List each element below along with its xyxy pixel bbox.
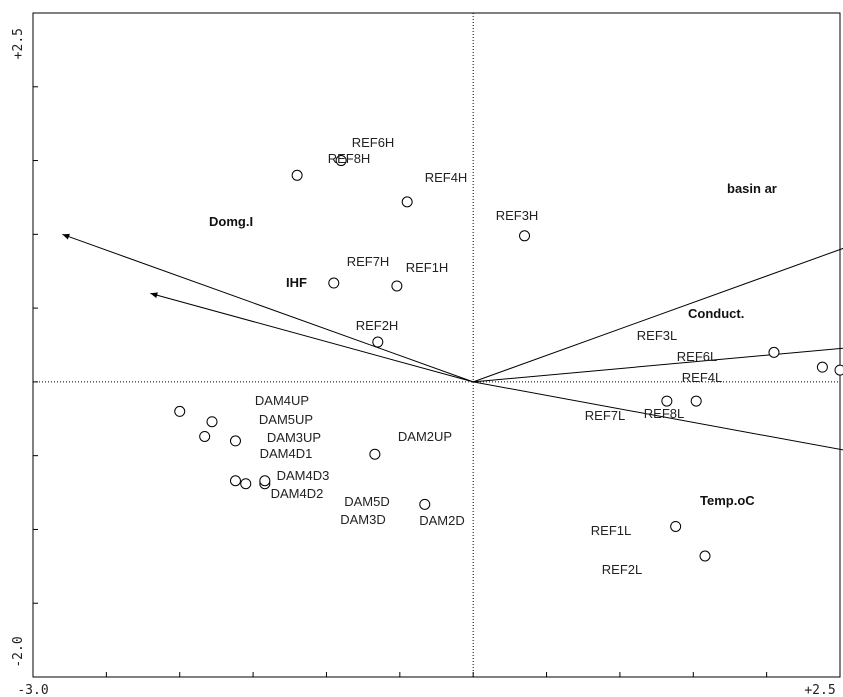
- vector-label: basin ar: [727, 181, 777, 196]
- y-max-label: +2.5: [11, 28, 26, 59]
- site-label: DAM3UP: [267, 430, 321, 445]
- site-label: DAM2UP: [398, 429, 452, 444]
- site-point: [699, 550, 711, 562]
- vector-arrow: [473, 381, 843, 451]
- site-point: [661, 395, 673, 407]
- site-label: REF4H: [425, 170, 468, 185]
- site-label: REF2L: [602, 562, 642, 577]
- site-label: REF8H: [328, 151, 371, 166]
- site-point: [372, 336, 384, 348]
- site-label: REF4L: [682, 370, 722, 385]
- site-point: [206, 416, 218, 428]
- site-point: [291, 169, 303, 181]
- site-label: REF1L: [591, 523, 631, 538]
- vector-arrow: [473, 347, 843, 383]
- site-point: [519, 230, 531, 242]
- site-label: DAM4UP: [255, 393, 309, 408]
- x-max-label: +2.5: [804, 683, 835, 697]
- site-point: [259, 475, 271, 487]
- site-label: DAM4D2: [271, 486, 324, 501]
- site-point: [229, 435, 241, 447]
- site-label: REF6L: [677, 349, 717, 364]
- site-label: REF3L: [637, 328, 677, 343]
- site-point: [391, 280, 403, 292]
- site-point: [401, 196, 413, 208]
- environmental-vectors: basin ar Conduct. Temp.oC Domg.I IHF: [62, 181, 843, 508]
- site-point: [199, 430, 211, 442]
- site-label: DAM2D: [419, 513, 465, 528]
- site-point: [335, 155, 347, 167]
- site-label: DAM3D: [340, 512, 386, 527]
- vector-label: Temp.oC: [700, 493, 755, 508]
- vector-arrow: [150, 292, 474, 383]
- site-label: REF7L: [585, 408, 625, 423]
- site-label: REF6H: [352, 135, 395, 150]
- site-point: [240, 478, 252, 490]
- vector-label: Domg.I: [209, 214, 253, 229]
- site-label: REF3H: [496, 208, 539, 223]
- y-min-label: -2.0: [11, 636, 26, 667]
- site-label: REF1H: [406, 260, 449, 275]
- site-point: [690, 395, 702, 407]
- site-point: [369, 448, 381, 460]
- x-min-label: -3.0: [17, 683, 48, 697]
- site-label: REF8L: [644, 406, 684, 421]
- site-point: [328, 277, 340, 289]
- vector-arrow: [473, 247, 843, 383]
- site-point: [174, 405, 186, 417]
- y-axis-ticks: [33, 12, 38, 678]
- site-label: REF7H: [347, 254, 390, 269]
- site-label: DAM5UP: [259, 412, 313, 427]
- site-point: [419, 498, 431, 510]
- x-axis-ticks: [32, 672, 841, 677]
- site-point: [768, 346, 780, 358]
- site-label: DAM4D1: [260, 446, 313, 461]
- site-point: [229, 475, 241, 487]
- site-label: DAM5D: [344, 494, 390, 509]
- site-point: [816, 361, 828, 373]
- plot-frame: [32, 12, 841, 678]
- site-label: REF2H: [356, 318, 399, 333]
- site-point: [834, 364, 843, 376]
- vector-arrow: [62, 233, 474, 383]
- vector-label: IHF: [286, 275, 307, 290]
- site-point: [670, 520, 682, 532]
- vector-label: Conduct.: [688, 306, 744, 321]
- site-label: DAM4D3: [277, 468, 330, 483]
